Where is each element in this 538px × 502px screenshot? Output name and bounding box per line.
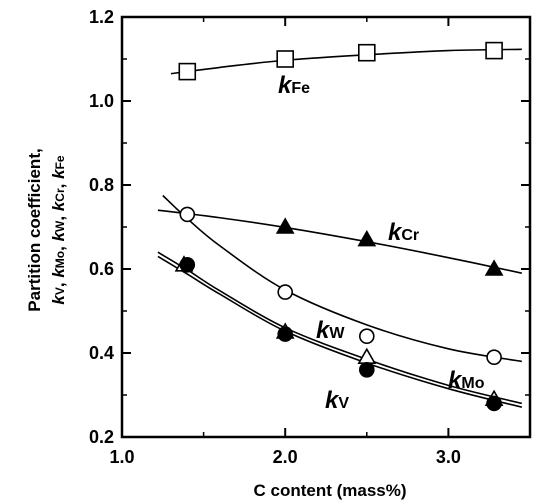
x-axis-title: C content (mass%) bbox=[253, 481, 406, 500]
series-label-w: kW bbox=[316, 317, 345, 344]
y-axis-title-line1: Partition coefficient, bbox=[25, 148, 44, 311]
series-label-v: kV bbox=[325, 387, 349, 414]
point-w-1 bbox=[277, 284, 294, 300]
y-tick-label-0: 0.2 bbox=[89, 427, 114, 447]
point-v-2 bbox=[358, 361, 375, 378]
y-tick-label-2: 0.6 bbox=[89, 259, 114, 279]
point-v-3 bbox=[486, 395, 502, 412]
point-fe-3 bbox=[485, 41, 503, 60]
point-fe-0 bbox=[178, 62, 197, 81]
point-mo-2 bbox=[357, 347, 377, 365]
point-v-0 bbox=[179, 256, 196, 273]
point-fe-1 bbox=[276, 50, 295, 68]
x-tick-label-1: 2.0 bbox=[273, 447, 298, 467]
point-w-0 bbox=[179, 206, 196, 223]
data-markers bbox=[174, 41, 504, 412]
fit-curve-fe bbox=[170, 48, 522, 75]
fit-curve-cr bbox=[157, 209, 523, 274]
series-label-cr: kCr bbox=[388, 219, 419, 246]
point-fe-2 bbox=[357, 43, 376, 62]
axis-ticks bbox=[121, 16, 530, 438]
y-tick-label-1: 0.4 bbox=[89, 343, 114, 363]
y-tick-label-5: 1.2 bbox=[89, 7, 114, 27]
tick-labels: 1.0 2.0 3.0 0.2 0.4 0.6 0.8 1.0 1.2 bbox=[89, 7, 461, 467]
x-tick-label-0: 1.0 bbox=[109, 447, 134, 467]
point-w-2 bbox=[358, 328, 375, 345]
series-label-fe: kFe bbox=[278, 72, 310, 99]
y-tick-label-4: 1.0 bbox=[89, 91, 114, 111]
y-tick-label-3: 0.8 bbox=[89, 175, 114, 195]
point-v-1 bbox=[277, 326, 294, 342]
x-tick-label-2: 3.0 bbox=[436, 447, 461, 467]
point-cr-2 bbox=[484, 259, 504, 276]
point-cr-1 bbox=[357, 229, 377, 247]
series-label-mo: kMo bbox=[448, 367, 485, 394]
point-w-3 bbox=[486, 349, 502, 366]
fit-curves bbox=[157, 48, 523, 408]
y-axis-title-line2: kV, kMo, kW, kCr, kFe bbox=[49, 155, 68, 305]
point-cr-0 bbox=[275, 217, 295, 234]
